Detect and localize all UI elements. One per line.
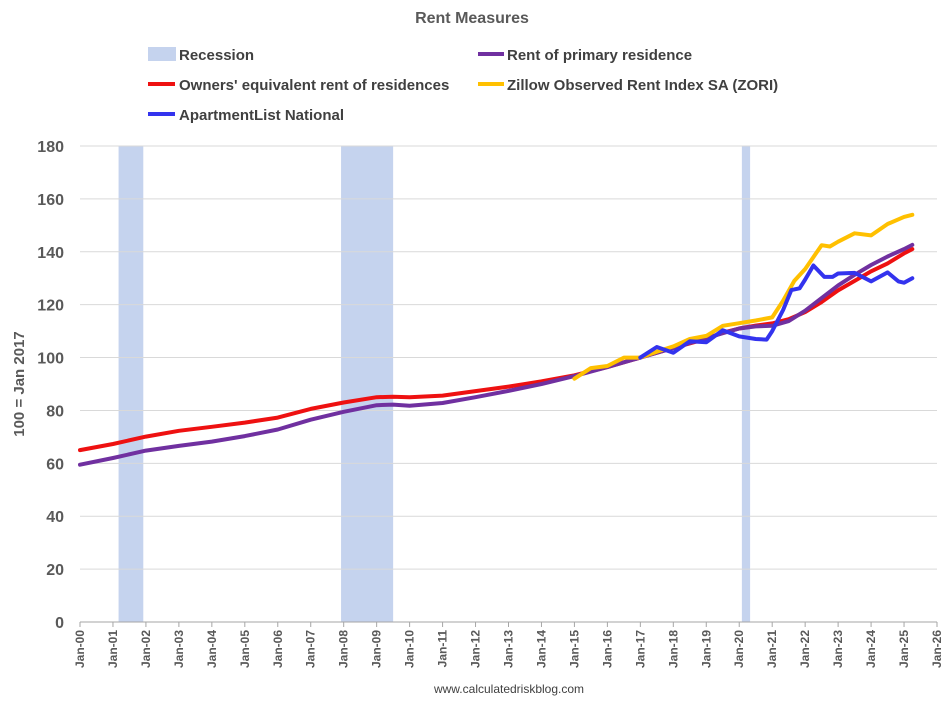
series-line-apartmentlist-national [638, 263, 915, 360]
x-tick-label-Jan-02: Jan-02 [139, 630, 153, 668]
x-tick-label-Jan-04: Jan-04 [205, 630, 219, 668]
source-credit: www.calculatedriskblog.com [433, 682, 584, 696]
y-tick-label-140: 140 [37, 245, 64, 262]
y-tick-label-20: 20 [46, 562, 64, 579]
y-axis: 0 20 40 60 80 100 120 140 160 180 [37, 139, 64, 632]
x-tick-label-Jan-11: Jan-11 [436, 630, 450, 668]
legend-label-zori: Zillow Observed Rent Index SA (ZORI) [507, 77, 778, 94]
legend: Recession Rent of primary residence Owne… [148, 47, 778, 124]
x-tick-label-Jan-25: Jan-25 [897, 630, 911, 668]
recession-band-2 [341, 146, 394, 622]
y-tick-label-180: 180 [37, 139, 64, 156]
x-tick-label-Jan-22: Jan-22 [798, 630, 812, 668]
x-tick-label-Jan-03: Jan-03 [172, 630, 186, 668]
x-tick-label-Jan-06: Jan-06 [271, 630, 285, 668]
chart-title: Rent Measures [415, 10, 529, 27]
x-tick-label-Jan-18: Jan-18 [666, 630, 680, 668]
legend-label-oer: Owners' equivalent rent of residences [179, 77, 449, 94]
legend-label-recession: Recession [179, 47, 254, 64]
gridlines [80, 145, 937, 570]
x-tick-label-Jan-21: Jan-21 [765, 630, 779, 668]
x-tick-label-Jan-20: Jan-20 [732, 630, 746, 668]
y-axis-title: 100 = Jan 2017 [11, 331, 28, 437]
x-tick-label-Jan-12: Jan-12 [469, 630, 483, 668]
x-axis: Jan-00 Jan-01 Jan-02 Jan-03 Jan-04 Jan-05 Jan-… [73, 621, 944, 668]
x-tick-label-Jan-05: Jan-05 [238, 630, 252, 668]
y-tick-label-0: 0 [55, 615, 64, 632]
y-tick-label-80: 80 [46, 403, 64, 420]
recession-band-1 [118, 146, 144, 622]
series-line-owners-equivalent-rent-of-residences [78, 247, 915, 453]
y-tick-label-160: 160 [37, 192, 64, 209]
x-tick-label-Jan-23: Jan-23 [831, 630, 845, 668]
y-tick-label-60: 60 [46, 456, 64, 473]
x-tick-label-Jan-00: Jan-00 [73, 630, 87, 668]
series-line-rent-of-primary-residence [78, 242, 915, 467]
x-tick-label-Jan-19: Jan-19 [699, 630, 713, 668]
legend-label-apartmentlist: ApartmentList National [179, 107, 344, 124]
legend-swatch-recession [148, 47, 176, 61]
x-tick-label-Jan-09: Jan-09 [370, 630, 384, 668]
y-tick-label-120: 120 [37, 298, 64, 315]
recession-band-3 [741, 146, 751, 622]
x-tick-label-Jan-17: Jan-17 [633, 630, 647, 668]
series-lines [78, 212, 915, 467]
x-tick-label-Jan-16: Jan-16 [600, 630, 614, 668]
x-tick-label-Jan-14: Jan-14 [534, 630, 548, 668]
x-tick-label-Jan-01: Jan-01 [106, 630, 120, 668]
x-tick-label-Jan-26: Jan-26 [930, 630, 944, 668]
y-tick-label-40: 40 [46, 509, 64, 526]
x-tick-label-Jan-24: Jan-24 [864, 630, 878, 668]
x-tick-label-Jan-08: Jan-08 [337, 630, 351, 668]
x-tick-label-Jan-10: Jan-10 [403, 630, 417, 668]
x-tick-label-Jan-07: Jan-07 [304, 630, 318, 668]
x-tick-label-Jan-15: Jan-15 [567, 630, 581, 668]
recession-bands [118, 146, 751, 622]
y-tick-label-100: 100 [37, 351, 64, 368]
legend-label-rent-primary: Rent of primary residence [507, 47, 692, 64]
x-tick-label-Jan-13: Jan-13 [502, 630, 516, 668]
